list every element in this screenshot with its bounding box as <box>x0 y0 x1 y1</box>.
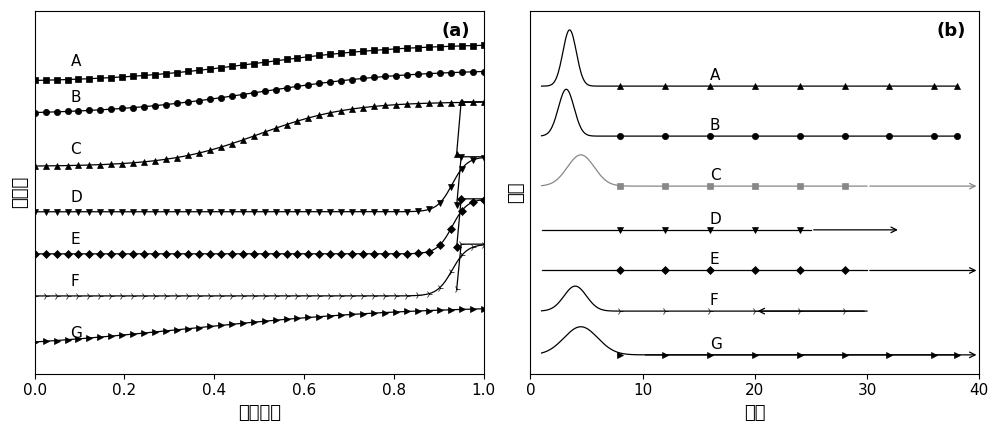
Text: C: C <box>71 142 81 157</box>
X-axis label: 孔径: 孔径 <box>744 404 766 422</box>
Text: C: C <box>710 168 721 183</box>
Text: B: B <box>710 118 720 133</box>
Text: D: D <box>710 212 722 227</box>
Text: D: D <box>71 191 82 205</box>
Text: E: E <box>710 252 720 267</box>
Text: (a): (a) <box>442 22 470 40</box>
Text: E: E <box>71 233 80 247</box>
Text: F: F <box>71 275 79 289</box>
Text: (b): (b) <box>936 22 966 40</box>
Text: G: G <box>71 326 82 341</box>
Y-axis label: 孔容: 孔容 <box>507 181 525 203</box>
Text: B: B <box>71 90 81 105</box>
X-axis label: 相对压力: 相对压力 <box>238 404 281 422</box>
Text: A: A <box>71 55 81 69</box>
Text: A: A <box>710 68 720 83</box>
Text: F: F <box>710 293 719 308</box>
Y-axis label: 吸附量: 吸附量 <box>11 176 29 208</box>
Text: G: G <box>710 337 722 352</box>
